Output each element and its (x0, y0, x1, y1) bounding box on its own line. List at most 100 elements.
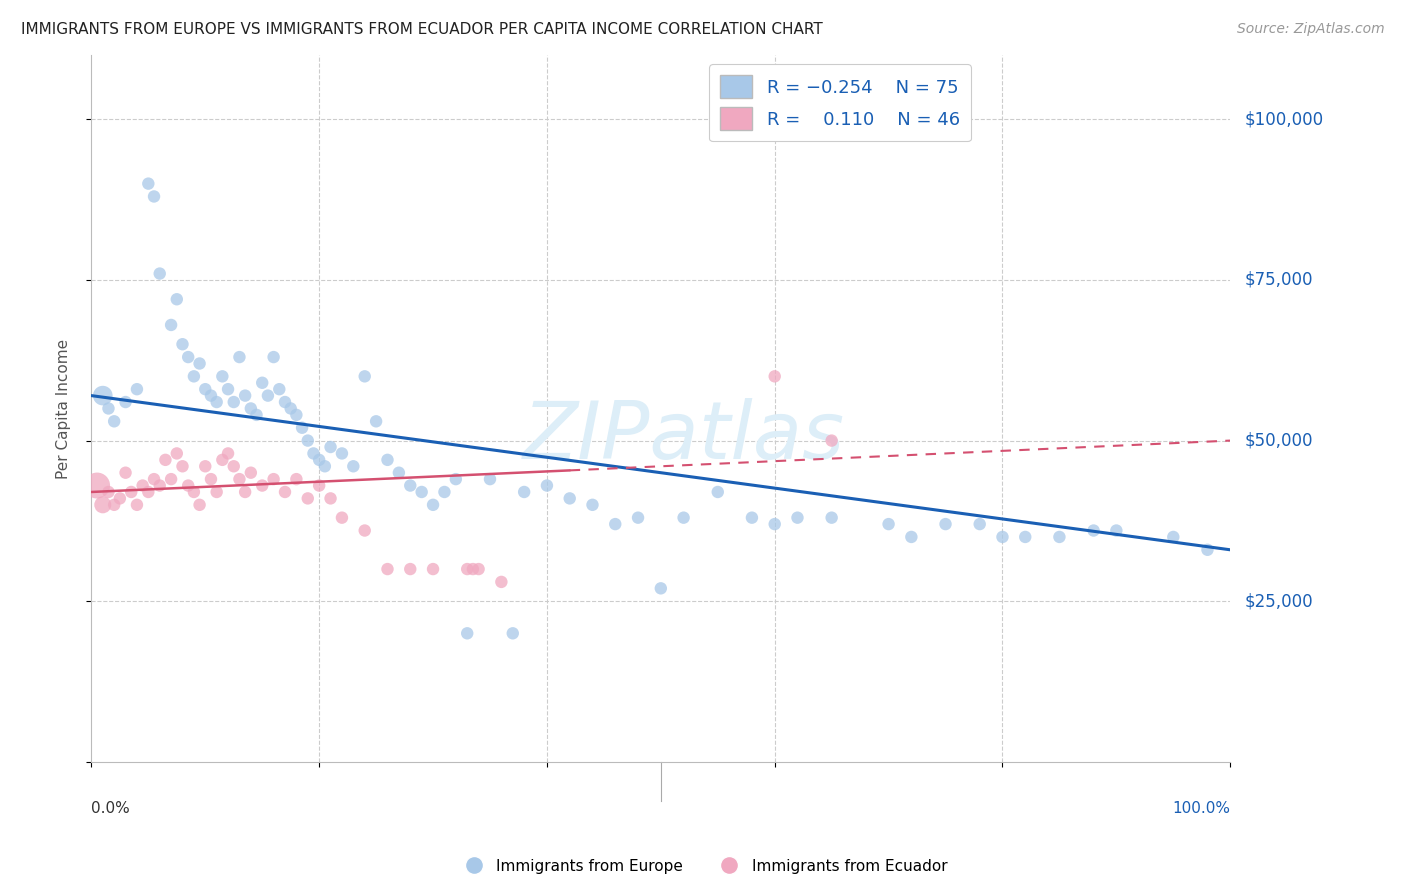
Legend: R = −​0.254    N = 75, R =    0.110    N = 46: R = −​0.254 N = 75, R = 0.110 N = 46 (709, 64, 970, 141)
Point (433, 485, 456, 500)
Point (330, 510, 353, 524)
Point (125, 382, 148, 396)
Point (991, 530, 1014, 544)
Point (934, 517, 956, 532)
Point (820, 434, 842, 448)
Point (114, 395, 136, 409)
Point (108, 491, 131, 506)
Point (319, 440, 342, 454)
Point (239, 401, 262, 416)
Point (183, 485, 205, 500)
Point (353, 369, 375, 384)
Point (1014, 530, 1036, 544)
Point (205, 485, 228, 500)
Point (160, 472, 183, 486)
Point (177, 478, 200, 492)
Point (353, 524, 375, 538)
Point (138, 485, 160, 500)
Point (422, 562, 444, 576)
Point (399, 562, 422, 576)
Point (269, 382, 291, 396)
Text: 0.0%: 0.0% (91, 801, 131, 815)
Point (763, 369, 786, 384)
Point (478, 472, 501, 486)
Point (177, 350, 200, 364)
Point (131, 478, 153, 492)
Point (900, 530, 922, 544)
Point (188, 498, 211, 512)
Point (285, 408, 308, 422)
Point (160, 318, 183, 332)
Point (1197, 542, 1219, 557)
Point (274, 485, 297, 500)
Point (143, 472, 166, 486)
Point (308, 453, 330, 467)
Point (650, 582, 672, 596)
Point (228, 472, 250, 486)
Point (581, 498, 603, 512)
Point (377, 453, 399, 467)
Point (330, 446, 353, 460)
Point (1047, 530, 1071, 544)
Point (274, 395, 297, 409)
Point (364, 414, 387, 428)
Point (188, 357, 211, 371)
Point (558, 491, 581, 506)
Point (467, 562, 489, 576)
Point (461, 562, 484, 576)
Point (149, 267, 172, 281)
Point (291, 421, 314, 435)
Point (388, 466, 411, 480)
Point (233, 485, 256, 500)
Point (605, 517, 627, 532)
Point (97, 401, 120, 416)
Point (627, 510, 650, 524)
Point (125, 498, 148, 512)
Text: $50,000: $50,000 (1244, 432, 1313, 450)
Point (297, 491, 319, 506)
Point (103, 414, 125, 428)
Point (297, 434, 319, 448)
Point (786, 510, 808, 524)
Point (222, 395, 245, 409)
Point (222, 459, 245, 474)
Point (250, 376, 273, 390)
Point (143, 189, 166, 203)
Point (172, 337, 194, 351)
Point (456, 626, 478, 640)
Point (149, 478, 172, 492)
Point (536, 478, 558, 492)
Text: IMMIGRANTS FROM EUROPE VS IMMIGRANTS FROM ECUADOR PER CAPITA INCOME CORRELATION : IMMIGRANTS FROM EUROPE VS IMMIGRANTS FRO… (21, 22, 823, 37)
Point (763, 517, 786, 532)
Point (91, 498, 114, 512)
Point (263, 472, 285, 486)
Point (211, 369, 233, 384)
Point (194, 382, 217, 396)
Point (200, 472, 222, 486)
Point (245, 408, 267, 422)
Point (377, 562, 399, 576)
Point (411, 485, 433, 500)
Point (205, 395, 228, 409)
Point (314, 459, 336, 474)
Point (250, 478, 273, 492)
Point (319, 491, 342, 506)
Point (200, 389, 222, 403)
Point (280, 401, 302, 416)
Y-axis label: Per Capita Income: Per Capita Income (56, 338, 70, 478)
Point (217, 446, 239, 460)
Point (741, 510, 763, 524)
Point (239, 466, 262, 480)
Point (285, 472, 308, 486)
Point (138, 177, 160, 191)
Point (342, 459, 364, 474)
Point (257, 389, 280, 403)
Point (672, 510, 695, 524)
Text: 100.0%: 100.0% (1173, 801, 1230, 815)
Point (877, 517, 900, 532)
Legend: Immigrants from Europe, Immigrants from Ecuador: Immigrants from Europe, Immigrants from … (453, 853, 953, 880)
Point (1105, 524, 1128, 538)
Point (155, 453, 177, 467)
Point (422, 498, 444, 512)
Point (194, 459, 217, 474)
